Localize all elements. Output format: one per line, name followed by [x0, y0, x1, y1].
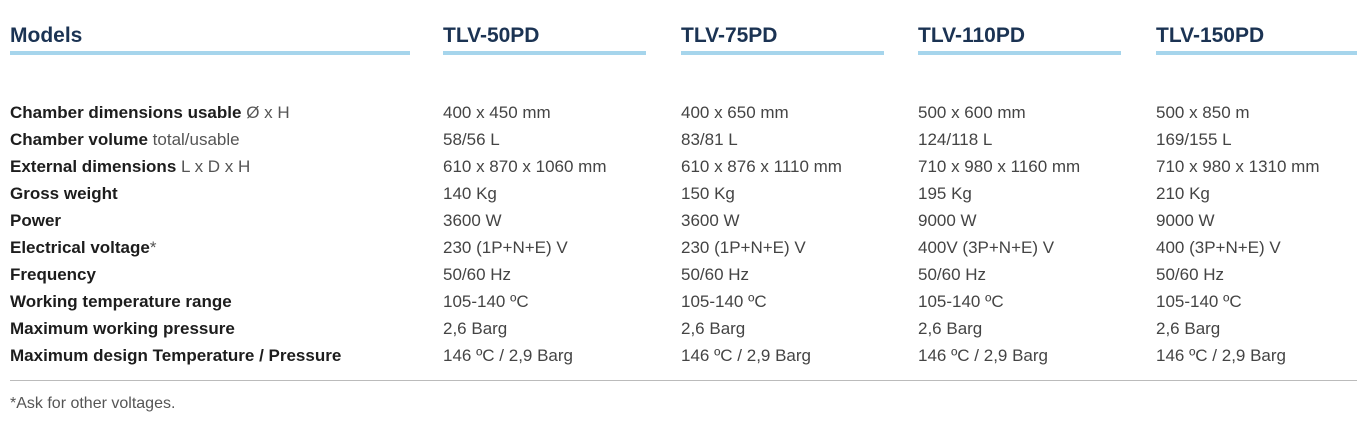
header-underline: [1156, 51, 1357, 55]
cell-value: 140 Kg: [443, 184, 497, 203]
header-underline: [681, 51, 884, 55]
cell-value: 3600 W: [443, 211, 502, 230]
cell-value: 230 (1P+N+E) V: [443, 238, 568, 257]
label-text: Chamber volume: [10, 130, 148, 149]
cell-value: 230 (1P+N+E) V: [681, 238, 806, 257]
row-label: Maximum design Temperature / Pressure: [10, 346, 341, 366]
row-label: Chamber volume total/usable: [10, 130, 240, 150]
label-text: Electrical voltage: [10, 238, 150, 257]
cell-value: 400 x 450 mm: [443, 103, 551, 122]
header-title: Models: [10, 24, 83, 47]
label-text: Working temperature range: [10, 292, 232, 311]
cell-value: 105-140 ºC: [918, 292, 1004, 311]
cell-value: 2,6 Barg: [918, 319, 983, 338]
label-note: L x D x H: [181, 157, 251, 176]
label-text: External dimensions: [10, 157, 177, 176]
cell-value: 150 Kg: [681, 184, 735, 203]
cell-value: 146 ºC / 2,9 Barg: [681, 346, 812, 365]
cell-value: 105-140 ºC: [443, 292, 529, 311]
cell-value: 58/56 L: [443, 130, 500, 149]
cell-value: 50/60 Hz: [1156, 265, 1225, 284]
cell-value: 50/60 Hz: [918, 265, 987, 284]
cell-value: 2,6 Barg: [681, 319, 746, 338]
label-text: Power: [10, 211, 62, 230]
cell-value: 50/60 Hz: [681, 265, 750, 284]
row-label: Chamber dimensions usable Ø x H: [10, 103, 290, 123]
cell-value: 105-140 ºC: [681, 292, 767, 311]
cell-value: 9000 W: [1156, 211, 1215, 230]
label-note: *: [149, 238, 157, 257]
cell-value: 400 x 650 mm: [681, 103, 789, 122]
model-name: TLV-50PD: [443, 24, 540, 47]
cell-value: 2,6 Barg: [1156, 319, 1221, 338]
label-text: Frequency: [10, 265, 96, 284]
footer-rule: [10, 380, 1357, 381]
label-text: Maximum design Temperature / Pressure: [10, 346, 342, 365]
cell-value: 710 x 980 x 1160 mm: [918, 157, 1081, 176]
cell-value: 83/81 L: [681, 130, 738, 149]
label-note: Ø x H: [246, 103, 290, 122]
model-name: TLV-75PD: [681, 24, 778, 47]
cell-value: 195 Kg: [918, 184, 972, 203]
model-name: TLV-150PD: [1156, 24, 1265, 47]
cell-value: 146 ºC / 2,9 Barg: [443, 346, 574, 365]
row-label: External dimensions L x D x H: [10, 157, 250, 177]
row-label: Electrical voltage*: [10, 238, 156, 258]
label-text: Gross weight: [10, 184, 118, 203]
cell-value: 610 x 876 x 1110 mm: [681, 157, 842, 176]
footnote: *Ask for other voltages.: [10, 395, 176, 412]
row-label: Working temperature range: [10, 292, 232, 312]
header-underline: [10, 51, 410, 55]
row-label: Gross weight: [10, 184, 118, 204]
cell-value: 210 Kg: [1156, 184, 1210, 203]
header-underline: [443, 51, 646, 55]
cell-value: 710 x 980 x 1310 mm: [1156, 157, 1320, 176]
label-text: Chamber dimensions usable: [10, 103, 242, 122]
cell-value: 2,6 Barg: [443, 319, 508, 338]
cell-value: 146 ºC / 2,9 Barg: [918, 346, 1049, 365]
cell-value: 124/118 L: [918, 130, 993, 149]
cell-value: 500 x 600 mm: [918, 103, 1026, 122]
cell-value: 3600 W: [681, 211, 740, 230]
cell-value: 50/60 Hz: [443, 265, 512, 284]
header-underline: [918, 51, 1121, 55]
label-note: total/usable: [152, 130, 240, 149]
cell-value: 400 (3P+N+E) V: [1156, 238, 1281, 257]
row-label: Maximum working pressure: [10, 319, 235, 339]
cell-value: 169/155 L: [1156, 130, 1232, 149]
cell-value: 400V (3P+N+E) V: [918, 238, 1055, 257]
cell-value: 146 ºC / 2,9 Barg: [1156, 346, 1287, 365]
label-text: Maximum working pressure: [10, 319, 235, 338]
cell-value: 610 x 870 x 1060 mm: [443, 157, 607, 176]
cell-value: 9000 W: [918, 211, 977, 230]
model-name: TLV-110PD: [918, 24, 1025, 47]
row-label: Frequency: [10, 265, 96, 285]
row-label: Power: [10, 211, 61, 231]
cell-value: 500 x 850 m: [1156, 103, 1250, 122]
cell-value: 105-140 ºC: [1156, 292, 1242, 311]
